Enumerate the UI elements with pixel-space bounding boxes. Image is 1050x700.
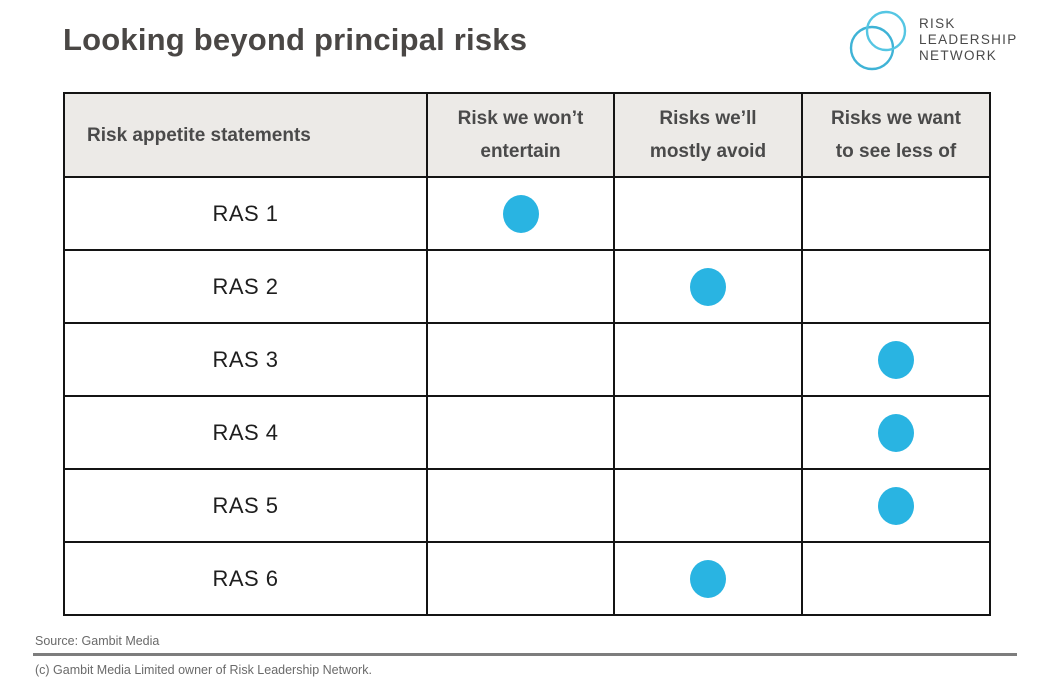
risk-category-cell	[426, 322, 615, 397]
table-row: RAS 1	[63, 176, 991, 251]
risk-category-cell	[613, 541, 803, 616]
column-header-wont-entertain: Risk we won’t entertain	[426, 92, 615, 178]
risk-marker-dot	[690, 559, 726, 598]
risk-category-cell	[426, 395, 615, 470]
copyright-note: (c) Gambit Media Limited owner of Risk L…	[35, 663, 372, 677]
risk-category-cell	[426, 249, 615, 324]
overlapping-circles-icon	[849, 10, 907, 71]
ras-label: RAS 5	[63, 468, 428, 543]
logo-line-network: NETWORK	[919, 48, 998, 63]
risk-category-cell	[801, 468, 991, 543]
column-header-mostly-avoid: Risks we’ll mostly avoid	[613, 92, 803, 178]
table-body: RAS 1 RAS 2 RAS 3 RAS 4 RAS 5 RAS 6	[63, 176, 991, 616]
page-title: Looking beyond principal risks	[63, 22, 528, 57]
header-row: Risk appetite statements Risk we won’t e…	[63, 92, 991, 178]
table-row: RAS 4	[63, 395, 991, 470]
table-row: RAS 5	[63, 468, 991, 543]
risk-appetite-table: Risk appetite statements Risk we won’t e…	[63, 92, 991, 616]
column-header-see-less-of: Risks we want to see less of	[801, 92, 991, 178]
risk-category-cell	[801, 322, 991, 397]
risk-marker-dot	[878, 340, 914, 379]
source-note: Source: Gambit Media	[35, 634, 160, 648]
risk-marker-dot	[502, 194, 539, 233]
logo: RISK LEADERSHIP NETWORK	[848, 8, 1018, 72]
logo-line-risk: RISK	[919, 16, 956, 31]
risk-category-cell	[613, 249, 803, 324]
risk-marker-dot	[878, 486, 914, 525]
risk-category-cell	[613, 468, 803, 543]
logo-circle-upper	[865, 10, 907, 52]
table-row: RAS 2	[63, 249, 991, 324]
ras-label: RAS 3	[63, 322, 428, 397]
ras-label: RAS 1	[63, 176, 428, 251]
table-row: RAS 6	[63, 541, 991, 616]
risk-marker-dot	[878, 413, 914, 452]
risk-category-cell	[801, 395, 991, 470]
footer-divider	[33, 653, 1017, 656]
risk-category-cell	[801, 249, 991, 324]
logo-line-leadership: LEADERSHIP	[919, 32, 1018, 47]
risk-category-cell	[426, 468, 615, 543]
risk-category-cell	[801, 541, 991, 616]
table-row: RAS 3	[63, 322, 991, 397]
risk-category-cell	[613, 176, 803, 251]
ras-label: RAS 4	[63, 395, 428, 470]
ras-label: RAS 2	[63, 249, 428, 324]
column-header-risk-appetite-statements: Risk appetite statements	[63, 92, 428, 178]
risk-category-cell	[801, 176, 991, 251]
ras-label: RAS 6	[63, 541, 428, 616]
risk-marker-dot	[690, 267, 726, 306]
risk-category-cell	[613, 322, 803, 397]
risk-category-cell	[426, 541, 615, 616]
logo-circle-lower	[849, 25, 895, 71]
risk-category-cell	[613, 395, 803, 470]
risk-category-cell	[426, 176, 615, 251]
logo-wordmark: RISK LEADERSHIP NETWORK	[919, 16, 1018, 64]
